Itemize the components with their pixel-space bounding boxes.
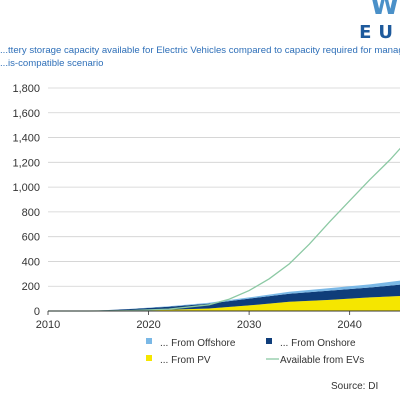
x-tick-label: 2020	[136, 319, 160, 331]
y-tick-label: 800	[22, 207, 40, 219]
logo-text: EU	[359, 22, 400, 43]
grid	[48, 87, 400, 287]
y-tick-label: 1,000	[12, 182, 40, 194]
area-from-pv	[48, 295, 400, 311]
y-tick-label: 0	[34, 306, 40, 318]
y-tick-label: 1,600	[12, 108, 40, 120]
y-tick-label: 200	[22, 281, 40, 293]
logo: W EU	[0, 0, 400, 43]
y-tick-label: 1,400	[12, 133, 40, 145]
chart-title: ...ttery storage capacity available for …	[0, 44, 400, 70]
axes: 0 200 400 600 800 1,000 1,200 1,400 1,600 1,800 20…	[12, 83, 400, 331]
y-tick-label: 1,200	[12, 157, 40, 169]
chart-title-line-1: ...ttery storage capacity available for …	[0, 45, 400, 56]
area-series	[48, 280, 400, 311]
legend-label: ... From Offshore	[160, 338, 236, 349]
y-tick-label: 600	[22, 232, 40, 244]
x-tick-label: 2030	[237, 319, 261, 331]
x-tick-label: 2040	[337, 319, 361, 331]
line-available-from-evs	[48, 147, 400, 312]
x-tick-label: 2010	[36, 319, 60, 331]
y-tick-label: 400	[22, 256, 40, 268]
legend-label: ... From Onshore	[280, 338, 356, 349]
legend-label: Available from EVs	[280, 355, 364, 366]
legend-swatch	[146, 338, 152, 344]
legend-swatch	[146, 355, 152, 361]
chart-title-line-2: ...is-compatible scenario	[0, 58, 104, 69]
logo-mark: W	[370, 0, 399, 21]
legend-label: ... From PV	[160, 355, 211, 366]
line-series	[48, 147, 400, 312]
source-note: Source: DI	[331, 381, 379, 392]
y-tick-label: 1,800	[12, 83, 40, 95]
area-from-onshore	[48, 284, 400, 311]
legend-swatch	[266, 338, 272, 344]
legend: ... From Offshore ... From Onshore ... Fro…	[146, 338, 364, 366]
